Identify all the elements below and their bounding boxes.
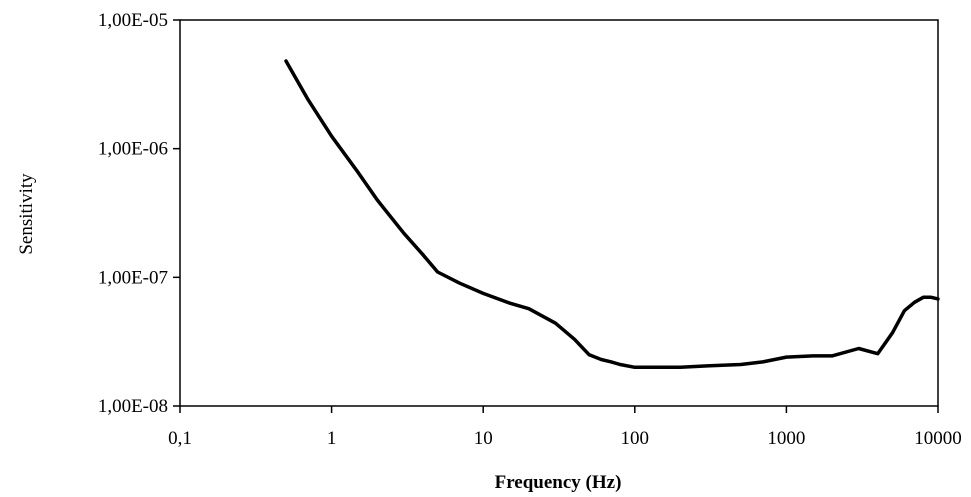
y-tick-label: 1,00E-08: [98, 396, 168, 417]
x-axis-title: Frequency (Hz): [495, 472, 622, 493]
y-tick-label: 1,00E-05: [98, 10, 168, 31]
x-tick-label: 1: [327, 428, 337, 449]
x-tick-label: 0,1: [168, 428, 192, 449]
plot-area-frame: [179, 19, 939, 407]
x-tick-label: 10: [474, 428, 493, 449]
x-tick-label: 100: [621, 428, 650, 449]
y-tick-label: 1,00E-06: [98, 139, 168, 160]
x-tick-label: 10000: [914, 428, 962, 449]
sensitivity-series-line: [284, 59, 940, 370]
y-tick-label: 1,00E-07: [98, 267, 168, 288]
x-tick-label: 1000: [767, 428, 805, 449]
y-axis-title: Sensitivity: [16, 173, 37, 255]
